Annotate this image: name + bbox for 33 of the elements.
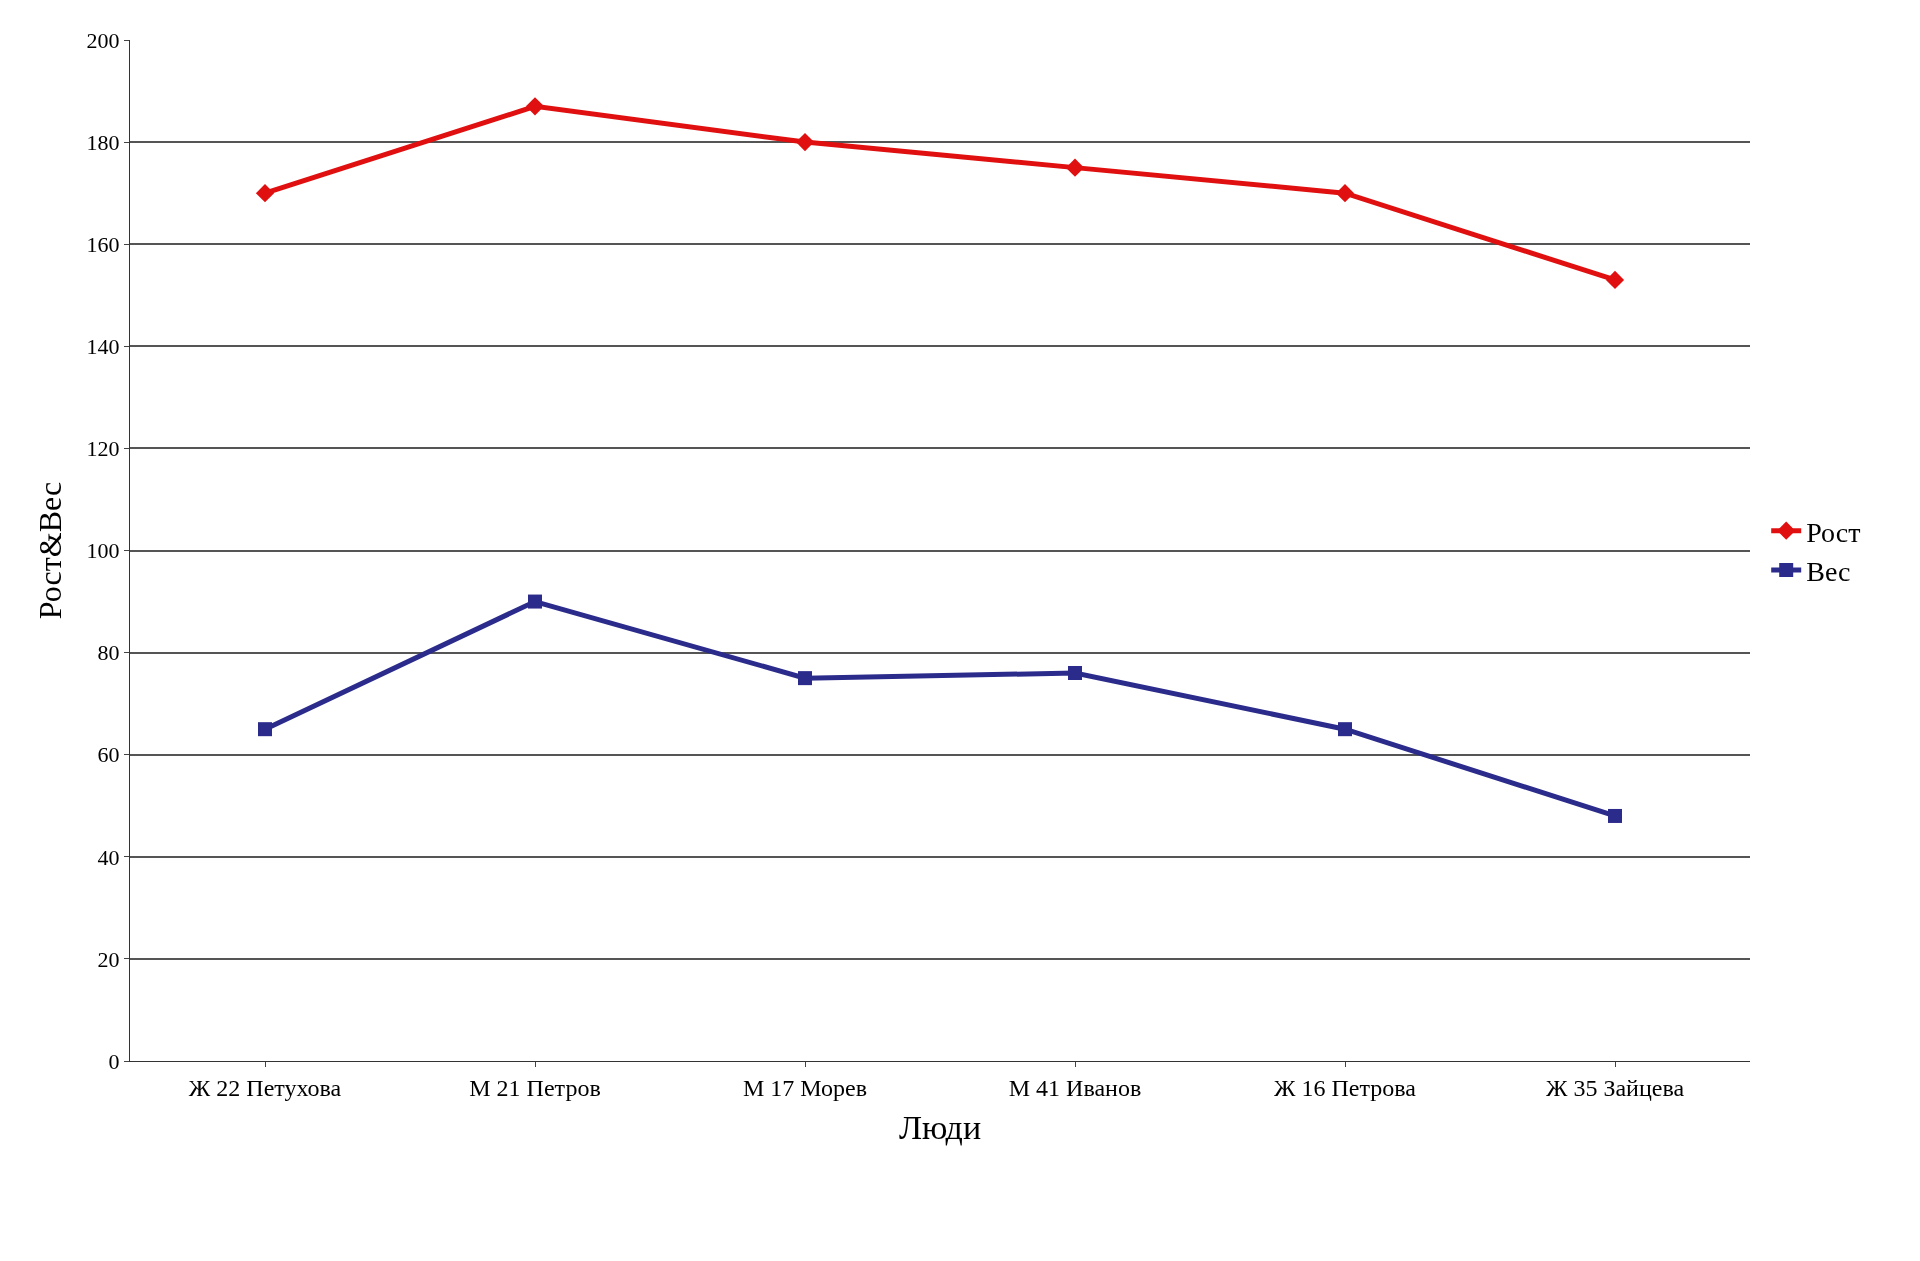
x-tick-label: М 41 Иванов <box>1008 1074 1142 1101</box>
point <box>798 671 812 686</box>
y-tick-label: 180 <box>86 129 120 155</box>
y-tick-label: 60 <box>97 742 120 768</box>
y-tick-label: 140 <box>86 334 120 359</box>
y-tick-label: 20 <box>97 946 120 972</box>
y-tick-label: 40 <box>97 844 120 870</box>
point <box>528 594 542 609</box>
point <box>1068 666 1082 681</box>
point <box>525 97 545 116</box>
y-tick-label: 160 <box>86 231 120 257</box>
point <box>795 133 815 152</box>
point <box>1605 270 1625 290</box>
point <box>1608 808 1622 823</box>
point <box>1335 184 1355 203</box>
y-tick-label: 80 <box>97 640 120 666</box>
point <box>1338 722 1352 737</box>
x-tick-label: М 21 Петров <box>469 1074 601 1101</box>
x-tick-label: М 17 Морев <box>742 1074 868 1101</box>
legend-label: Рост <box>1806 516 1861 548</box>
y-axis-title: Рост&Вес <box>31 481 68 620</box>
point <box>255 184 275 203</box>
y-tick-label: 120 <box>86 436 120 462</box>
x-axis-title: Люди <box>898 1109 982 1147</box>
x-tick-label: Ж 35 Зайцева <box>1545 1074 1685 1101</box>
point <box>1065 158 1085 177</box>
y-tick-label: 200 <box>86 27 120 53</box>
y-tick-label: 100 <box>86 538 120 564</box>
point <box>258 722 272 737</box>
x-tick-label: Ж 22 Петухова <box>188 1074 342 1101</box>
x-tick-label: Ж 16 Петрова <box>1274 1074 1417 1101</box>
y-tick-label: 0 <box>108 1048 120 1074</box>
legend-label: Вес <box>1806 556 1851 588</box>
